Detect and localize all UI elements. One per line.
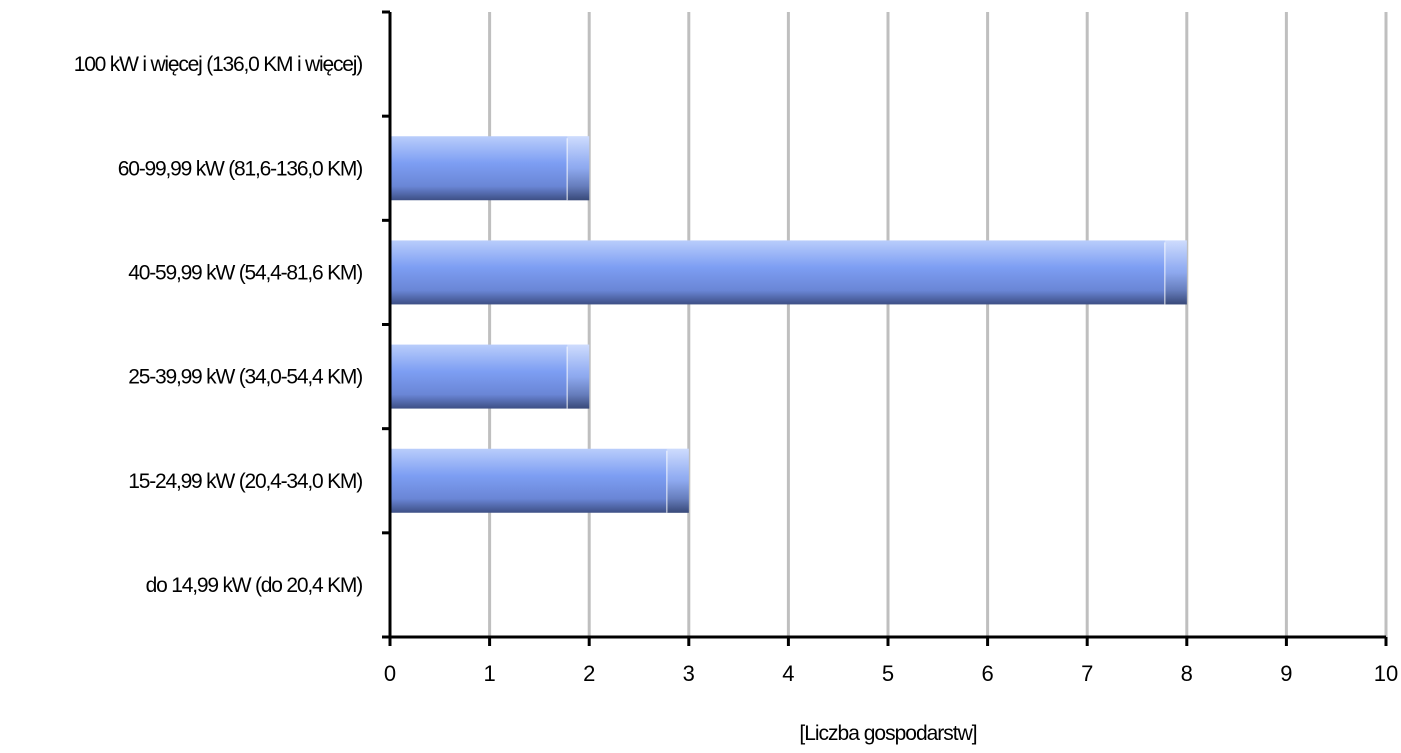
- bar-cap-2: [1164, 240, 1187, 305]
- category-label-0: 100 kW i więcej (136,0 KM i więcej): [74, 53, 362, 76]
- bar-4: [390, 448, 689, 513]
- x-tick-label-10: 10: [1374, 661, 1398, 686]
- category-label-3: 25-39,99 kW (34,0-54,4 KM): [128, 366, 362, 389]
- bar-3: [390, 344, 590, 409]
- x-tick-label-4: 4: [782, 661, 794, 686]
- bar-cap-3: [567, 344, 590, 409]
- x-tick-label-9: 9: [1280, 661, 1292, 686]
- gridlines: [488, 12, 1388, 637]
- x-tick-label-2: 2: [583, 661, 595, 686]
- category-label-5: do 14,99 kW (do 20,4 KM): [146, 574, 363, 597]
- bars: [390, 136, 1187, 513]
- bar-cap-4: [666, 448, 689, 513]
- x-tick-label-1: 1: [483, 661, 495, 686]
- x-tick-label-8: 8: [1181, 661, 1193, 686]
- x-tick-label-6: 6: [981, 661, 993, 686]
- x-tick-label-7: 7: [1081, 661, 1093, 686]
- bar-cap-1: [567, 136, 590, 201]
- x-tick-label-0: 0: [384, 661, 396, 686]
- axes: [382, 10, 1388, 646]
- category-label-2: 40-59,99 kW (54,4-81,6 KM): [128, 261, 362, 284]
- bar-2: [390, 240, 1187, 305]
- category-label-1: 60-99,99 kW (81,6-136,0 KM): [118, 157, 362, 180]
- category-label-4: 15-24,99 kW (20,4-34,0 KM): [128, 470, 362, 493]
- x-axis-title: [Liczba gospodarstw]: [799, 722, 976, 745]
- x-tick-label-3: 3: [683, 661, 695, 686]
- labels: 0 1 2 3 4 5 6 7 8 9 10 100 kW i więcej (136,0 KM i …: [74, 53, 1399, 745]
- x-tick-label-5: 5: [882, 661, 894, 686]
- bar-1: [390, 136, 590, 201]
